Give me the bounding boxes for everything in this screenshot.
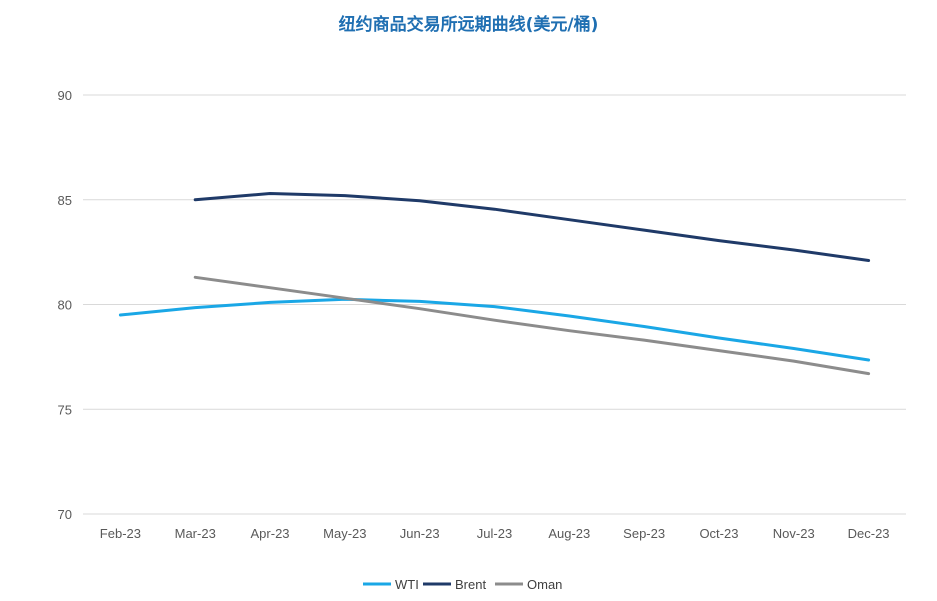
x-tick-label: Aug-23 [548, 526, 590, 541]
x-tick-label: Jun-23 [400, 526, 440, 541]
legend-label-wti: WTI [395, 577, 419, 592]
x-tick-label: Dec-23 [848, 526, 890, 541]
series-lines [118, 192, 871, 376]
x-tick-label: Oct-23 [699, 526, 738, 541]
y-tick-label: 70 [58, 507, 72, 522]
x-tick-label: Jul-23 [477, 526, 512, 541]
x-tick-label: Apr-23 [251, 526, 290, 541]
series-line-wti [118, 297, 871, 362]
y-axis-ticks: 70 75 80 85 90 [58, 88, 72, 522]
legend-label-brent: Brent [455, 577, 486, 592]
gridlines [83, 94, 906, 515]
series-line-oman [193, 275, 871, 376]
x-tick-label: Sep-23 [623, 526, 665, 541]
series-line-brent [193, 192, 871, 262]
y-tick-label: 80 [58, 298, 72, 313]
legend: WTI Brent Oman [363, 577, 562, 592]
x-tick-label: Feb-23 [100, 526, 141, 541]
chart-title: 纽约商品交易所远期曲线(美元/桶) [338, 15, 599, 35]
y-tick-label: 85 [58, 193, 72, 208]
x-tick-label: Nov-23 [773, 526, 815, 541]
x-tick-label: May-23 [323, 526, 366, 541]
y-tick-label: 90 [58, 88, 72, 103]
x-axis-ticks: Feb-23 Mar-23 Apr-23 May-23 Jun-23 Jul-23 Aug-… [100, 526, 890, 541]
x-tick-label: Mar-23 [175, 526, 216, 541]
legend-label-oman: Oman [527, 577, 562, 592]
y-tick-label: 75 [58, 402, 72, 417]
